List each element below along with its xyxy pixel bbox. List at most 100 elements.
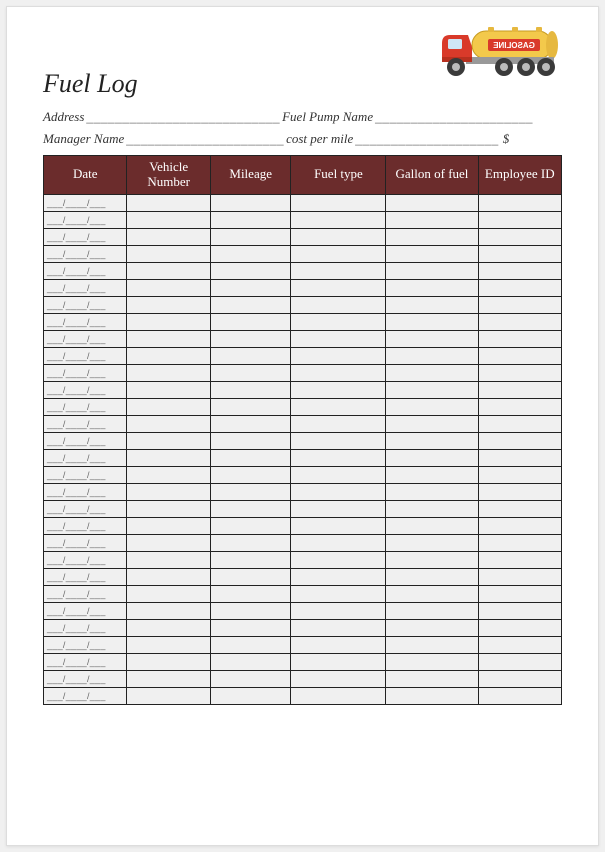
data-cell[interactable] (291, 687, 386, 704)
data-cell[interactable] (127, 687, 210, 704)
data-cell[interactable] (210, 500, 291, 517)
data-cell[interactable] (478, 670, 562, 687)
data-cell[interactable] (127, 228, 210, 245)
data-cell[interactable] (386, 636, 478, 653)
data-cell[interactable] (478, 585, 562, 602)
data-cell[interactable] (291, 534, 386, 551)
data-cell[interactable] (210, 585, 291, 602)
date-cell[interactable]: ___/____/___ (44, 636, 127, 653)
data-cell[interactable] (478, 194, 562, 211)
data-cell[interactable] (210, 279, 291, 296)
data-cell[interactable] (210, 517, 291, 534)
data-cell[interactable] (386, 449, 478, 466)
data-cell[interactable] (210, 228, 291, 245)
data-cell[interactable] (127, 483, 210, 500)
manager-blank[interactable]: ______________________ (126, 132, 284, 146)
data-cell[interactable] (478, 313, 562, 330)
data-cell[interactable] (386, 534, 478, 551)
data-cell[interactable] (478, 687, 562, 704)
data-cell[interactable] (210, 636, 291, 653)
data-cell[interactable] (210, 466, 291, 483)
data-cell[interactable] (478, 636, 562, 653)
data-cell[interactable] (291, 381, 386, 398)
date-cell[interactable]: ___/____/___ (44, 534, 127, 551)
data-cell[interactable] (478, 602, 562, 619)
data-cell[interactable] (291, 483, 386, 500)
data-cell[interactable] (386, 483, 478, 500)
data-cell[interactable] (127, 381, 210, 398)
data-cell[interactable] (127, 517, 210, 534)
data-cell[interactable] (127, 364, 210, 381)
data-cell[interactable] (291, 653, 386, 670)
date-cell[interactable]: ___/____/___ (44, 568, 127, 585)
data-cell[interactable] (210, 602, 291, 619)
data-cell[interactable] (386, 398, 478, 415)
data-cell[interactable] (127, 636, 210, 653)
data-cell[interactable] (291, 636, 386, 653)
data-cell[interactable] (210, 483, 291, 500)
data-cell[interactable] (127, 449, 210, 466)
data-cell[interactable] (478, 449, 562, 466)
data-cell[interactable] (478, 466, 562, 483)
data-cell[interactable] (386, 381, 478, 398)
data-cell[interactable] (291, 500, 386, 517)
data-cell[interactable] (291, 364, 386, 381)
date-cell[interactable]: ___/____/___ (44, 449, 127, 466)
date-cell[interactable]: ___/____/___ (44, 670, 127, 687)
date-cell[interactable]: ___/____/___ (44, 585, 127, 602)
data-cell[interactable] (386, 602, 478, 619)
data-cell[interactable] (210, 415, 291, 432)
data-cell[interactable] (210, 398, 291, 415)
data-cell[interactable] (386, 551, 478, 568)
data-cell[interactable] (210, 551, 291, 568)
date-cell[interactable]: ___/____/___ (44, 466, 127, 483)
data-cell[interactable] (210, 687, 291, 704)
date-cell[interactable]: ___/____/___ (44, 415, 127, 432)
data-cell[interactable] (291, 517, 386, 534)
data-cell[interactable] (478, 653, 562, 670)
data-cell[interactable] (291, 228, 386, 245)
data-cell[interactable] (127, 568, 210, 585)
data-cell[interactable] (386, 415, 478, 432)
date-cell[interactable]: ___/____/___ (44, 364, 127, 381)
data-cell[interactable] (127, 415, 210, 432)
data-cell[interactable] (291, 262, 386, 279)
data-cell[interactable] (386, 500, 478, 517)
data-cell[interactable] (127, 245, 210, 262)
data-cell[interactable] (210, 534, 291, 551)
date-cell[interactable]: ___/____/___ (44, 381, 127, 398)
data-cell[interactable] (291, 245, 386, 262)
data-cell[interactable] (291, 432, 386, 449)
data-cell[interactable] (478, 568, 562, 585)
data-cell[interactable] (478, 296, 562, 313)
date-cell[interactable]: ___/____/___ (44, 228, 127, 245)
data-cell[interactable] (478, 330, 562, 347)
data-cell[interactable] (210, 194, 291, 211)
data-cell[interactable] (478, 228, 562, 245)
date-cell[interactable]: ___/____/___ (44, 432, 127, 449)
date-cell[interactable]: ___/____/___ (44, 211, 127, 228)
date-cell[interactable]: ___/____/___ (44, 483, 127, 500)
data-cell[interactable] (478, 279, 562, 296)
data-cell[interactable] (291, 449, 386, 466)
data-cell[interactable] (478, 500, 562, 517)
data-cell[interactable] (386, 211, 478, 228)
data-cell[interactable] (291, 330, 386, 347)
data-cell[interactable] (127, 398, 210, 415)
data-cell[interactable] (386, 262, 478, 279)
data-cell[interactable] (386, 687, 478, 704)
data-cell[interactable] (127, 296, 210, 313)
date-cell[interactable]: ___/____/___ (44, 313, 127, 330)
data-cell[interactable] (386, 228, 478, 245)
date-cell[interactable]: ___/____/___ (44, 619, 127, 636)
date-cell[interactable]: ___/____/___ (44, 687, 127, 704)
pump-blank[interactable]: ______________________ (375, 110, 533, 124)
data-cell[interactable] (210, 449, 291, 466)
data-cell[interactable] (386, 517, 478, 534)
date-cell[interactable]: ___/____/___ (44, 194, 127, 211)
data-cell[interactable] (127, 619, 210, 636)
data-cell[interactable] (210, 211, 291, 228)
date-cell[interactable]: ___/____/___ (44, 296, 127, 313)
data-cell[interactable] (478, 245, 562, 262)
data-cell[interactable] (127, 534, 210, 551)
